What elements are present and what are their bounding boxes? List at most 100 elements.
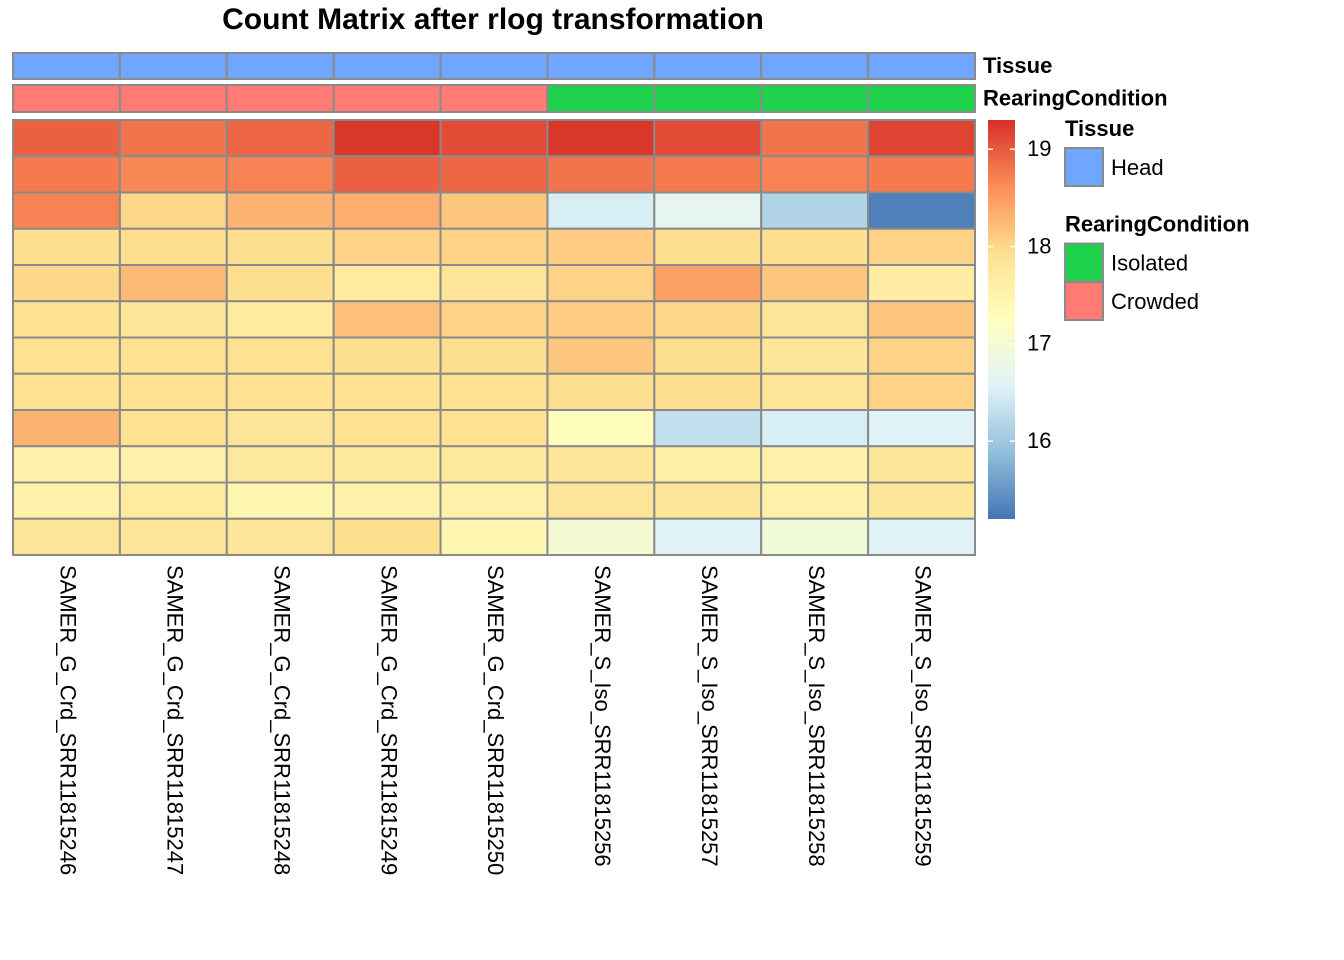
heatmap-cell — [332, 119, 442, 158]
annotation-cell — [332, 52, 442, 80]
heatmap-cell — [439, 517, 549, 556]
heatmap-cell — [225, 300, 335, 339]
color-bar-label: 17 — [1027, 331, 1051, 356]
heatmap-cell — [12, 300, 121, 339]
heatmap-cell — [760, 517, 870, 556]
annotation-cell — [439, 52, 549, 80]
heatmap-cell — [12, 155, 121, 194]
heatmap-cell — [332, 227, 442, 266]
heatmap-cell — [546, 227, 656, 266]
legend-swatch — [1064, 242, 1104, 283]
heatmap-cell — [118, 372, 228, 411]
heatmap-cell — [546, 264, 656, 303]
chart-title: Count Matrix after rlog transformation — [222, 3, 764, 36]
column-label: SAMER_G_Crd_SRR11815247 — [163, 565, 188, 875]
annotation-cell — [760, 84, 870, 113]
heatmap-cell — [12, 264, 121, 303]
annotation-cell — [439, 84, 549, 113]
column-label: SAMER_G_Crd_SRR11815250 — [483, 565, 508, 875]
heatmap-cell — [332, 481, 442, 520]
heatmap-cell — [225, 517, 335, 556]
heatmap-cell — [439, 155, 549, 194]
legend-title: Tissue — [1065, 116, 1134, 141]
heatmap-cell — [546, 191, 656, 230]
heatmap-cell — [653, 300, 763, 339]
heatmap-cell — [225, 227, 335, 266]
annotation-cell — [332, 84, 442, 113]
color-bar-label: 16 — [1027, 428, 1051, 453]
heatmap-cell — [118, 517, 228, 556]
heatmap-cell — [867, 119, 976, 158]
heatmap-cell — [12, 372, 121, 411]
heatmap-cell — [332, 517, 442, 556]
heatmap-cell — [225, 191, 335, 230]
heatmap-cell — [332, 191, 442, 230]
heatmap-cell — [225, 155, 335, 194]
heatmap-cell — [760, 300, 870, 339]
heatmap-cell — [760, 336, 870, 375]
column-label: SAMER_S_Iso_SRR11815257 — [697, 565, 722, 867]
heatmap-cell — [760, 191, 870, 230]
heatmap-cell — [118, 445, 228, 484]
column-label: SAMER_S_Iso_SRR11815258 — [804, 565, 829, 867]
heatmap-cell — [760, 372, 870, 411]
heatmap-cell — [439, 119, 549, 158]
heatmap-cell — [439, 372, 549, 411]
annotation-cell — [118, 84, 228, 113]
heatmap-cell — [867, 336, 976, 375]
heatmap-cell — [118, 264, 228, 303]
heatmap-cell — [760, 119, 870, 158]
heatmap-cell — [225, 372, 335, 411]
heatmap-cell — [653, 445, 763, 484]
annotation-label: Tissue — [983, 53, 1052, 78]
heatmap-cell — [118, 336, 228, 375]
annotation-cell — [12, 52, 121, 80]
heatmap-cell — [332, 372, 442, 411]
heatmap-cell — [653, 191, 763, 230]
heatmap-cell — [867, 191, 976, 230]
heatmap-cell — [332, 155, 442, 194]
heatmap-cell — [867, 155, 976, 194]
heatmap-cell — [653, 227, 763, 266]
annotation-cell — [867, 84, 976, 113]
heatmap-cell — [225, 445, 335, 484]
heatmap-cell — [760, 409, 870, 448]
heatmap-cell — [760, 481, 870, 520]
heatmap-cell — [546, 119, 656, 158]
heatmap-cell — [760, 445, 870, 484]
heatmap-cell — [439, 409, 549, 448]
heatmap-cell — [118, 191, 228, 230]
heatmap-cell — [12, 336, 121, 375]
heatmap-cell — [653, 481, 763, 520]
heatmap-cell — [546, 155, 656, 194]
column-label: SAMER_S_Iso_SRR11815256 — [590, 565, 615, 867]
legend-label: Head — [1111, 155, 1164, 180]
legend-swatch — [1064, 281, 1104, 321]
heatmap-cell — [12, 119, 121, 158]
heatmap-cell — [867, 264, 976, 303]
heatmap-cell — [332, 409, 442, 448]
heatmap-cell — [118, 227, 228, 266]
heatmap-cell — [118, 155, 228, 194]
heatmap-cell — [12, 445, 121, 484]
heatmap-cell — [867, 227, 976, 266]
heatmap-cell — [118, 300, 228, 339]
column-label: SAMER_S_Iso_SRR11815259 — [911, 565, 936, 867]
column-label: SAMER_G_Crd_SRR11815246 — [56, 565, 81, 875]
legend-swatch — [1064, 147, 1104, 187]
heatmap-cell — [546, 481, 656, 520]
heatmap-cell — [653, 336, 763, 375]
heatmap-cell — [225, 409, 335, 448]
annotation-cell — [546, 84, 656, 113]
heatmap-cell — [653, 155, 763, 194]
heatmap-cell — [118, 481, 228, 520]
heatmap-cell — [439, 300, 549, 339]
heatmap-cell — [546, 445, 656, 484]
heatmap-cell — [332, 445, 442, 484]
legend-title: RearingCondition — [1065, 211, 1250, 236]
heatmap-cell — [118, 119, 228, 158]
column-label: SAMER_G_Crd_SRR11815249 — [376, 565, 401, 875]
heatmap-cell — [867, 517, 976, 556]
color-bar-label: 18 — [1027, 233, 1051, 258]
